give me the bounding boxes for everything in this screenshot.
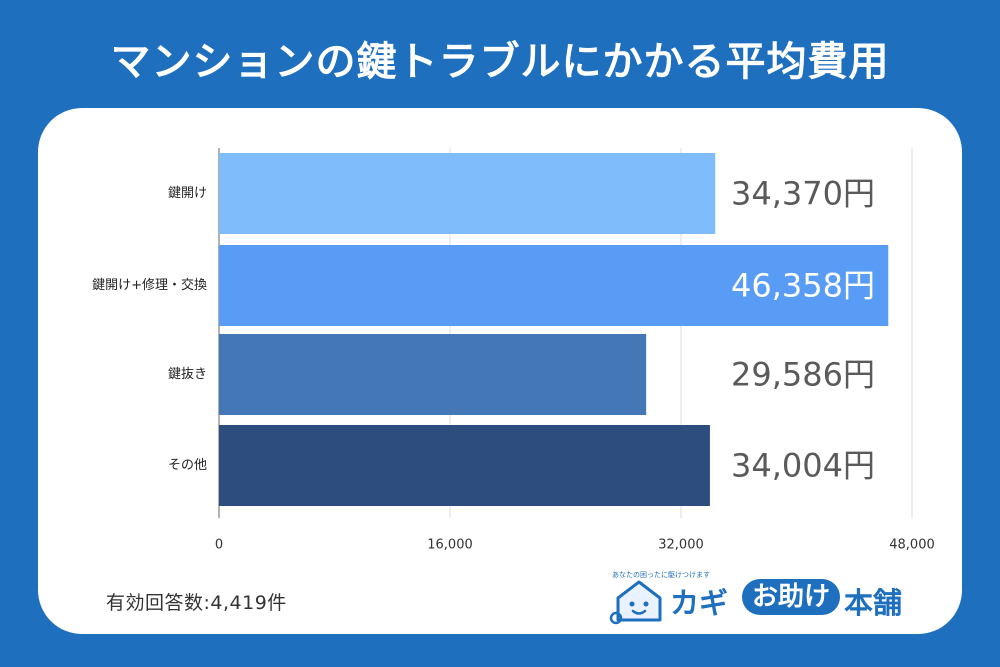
category-label: その他	[168, 458, 207, 473]
page-title: マンションの鍵トラブルにかかる平均費用	[110, 39, 890, 85]
value-label: 46,358円	[731, 267, 875, 305]
category-label: 鍵抜き	[168, 366, 207, 382]
brand-logo: あなたの困ったに駆けつけます カギ お助け 本舗	[608, 566, 908, 626]
bar-2	[219, 245, 889, 326]
logo-otasuke-text: お助け	[742, 579, 841, 615]
key-mascot-icon	[609, 580, 662, 625]
x-tick-label: 0	[215, 538, 223, 553]
value-label: 34,004円	[731, 447, 875, 485]
logo-honpo-text: 本舗	[844, 586, 903, 620]
response-count-note: 有効回答数:4,419件	[106, 592, 287, 614]
bar-4	[219, 425, 710, 506]
value-label: 29,586円	[731, 356, 875, 394]
x-tick-label: 32,000	[658, 538, 704, 553]
logo-tagline: あなたの困ったに駆けつけます	[612, 571, 710, 579]
x-tick-label: 48,000	[889, 538, 935, 553]
bar-1	[219, 153, 716, 234]
category-label: 鍵開け	[168, 185, 207, 201]
logo-kagi-text: カギ	[670, 586, 729, 620]
chart-panel: 鍵開け 34,370円鍵開け+修理・交換 46,358円鍵抜き 29,586円その他 3…	[38, 108, 962, 634]
bar-3	[219, 334, 647, 415]
category-label: 鍵開け+修理・交換	[92, 277, 207, 293]
x-tick-label: 16,000	[427, 538, 473, 553]
value-label: 34,370円	[731, 175, 875, 213]
